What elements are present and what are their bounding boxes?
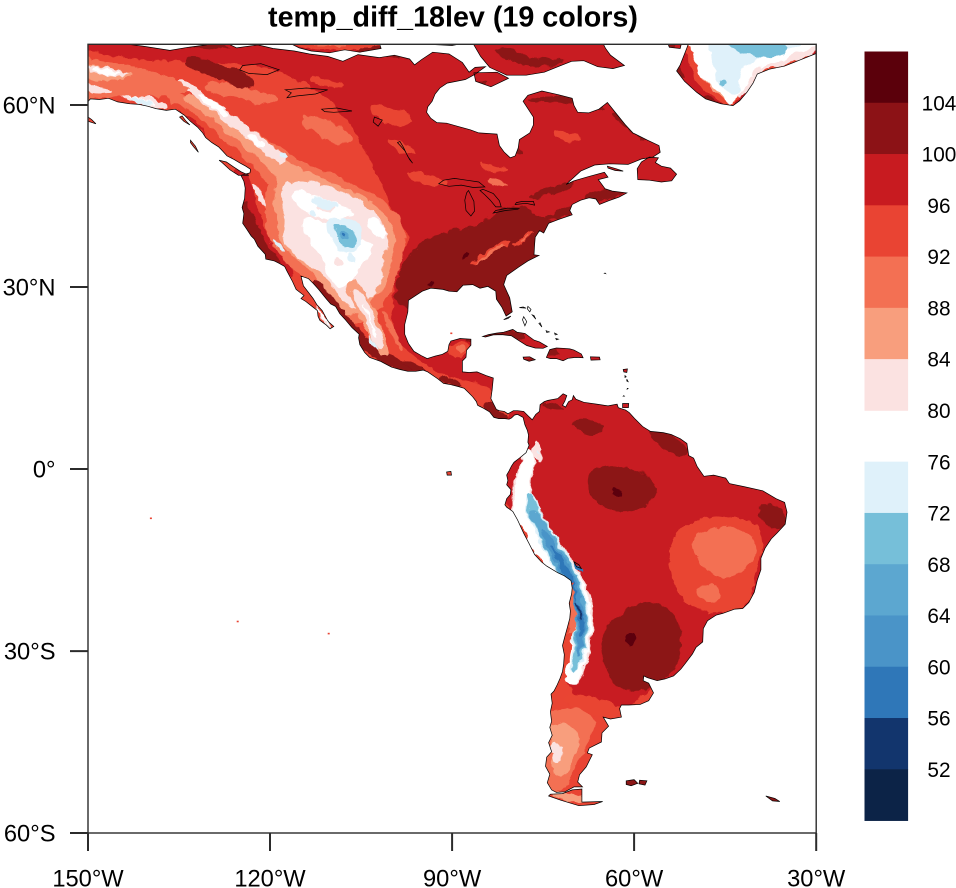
svg-text:30°W: 30°W — [787, 867, 846, 888]
svg-text:60°S: 60°S — [4, 822, 56, 848]
svg-text:90°W: 90°W — [423, 867, 482, 888]
svg-text:100: 100 — [922, 144, 956, 167]
svg-text:68: 68 — [927, 554, 950, 577]
svg-text:temp_diff_18lev (19 colors): temp_diff_18lev (19 colors) — [268, 1, 638, 33]
svg-text:92: 92 — [927, 246, 950, 269]
svg-text:96: 96 — [927, 195, 950, 218]
svg-text:84: 84 — [927, 349, 950, 372]
svg-text:60: 60 — [927, 656, 950, 679]
svg-text:30°S: 30°S — [4, 640, 56, 666]
svg-text:0°: 0° — [33, 458, 56, 484]
svg-text:150°W: 150°W — [52, 867, 124, 888]
svg-text:80: 80 — [927, 400, 950, 423]
svg-text:56: 56 — [927, 708, 950, 731]
svg-text:60°W: 60°W — [605, 867, 664, 888]
svg-text:72: 72 — [927, 503, 950, 526]
svg-text:104: 104 — [922, 92, 956, 115]
svg-text:60°N: 60°N — [3, 94, 56, 120]
svg-text:30°N: 30°N — [3, 276, 56, 302]
svg-text:64: 64 — [927, 605, 950, 628]
svg-text:76: 76 — [927, 451, 950, 474]
svg-text:52: 52 — [927, 759, 950, 782]
svg-text:88: 88 — [927, 298, 950, 321]
svg-text:120°W: 120°W — [234, 867, 306, 888]
